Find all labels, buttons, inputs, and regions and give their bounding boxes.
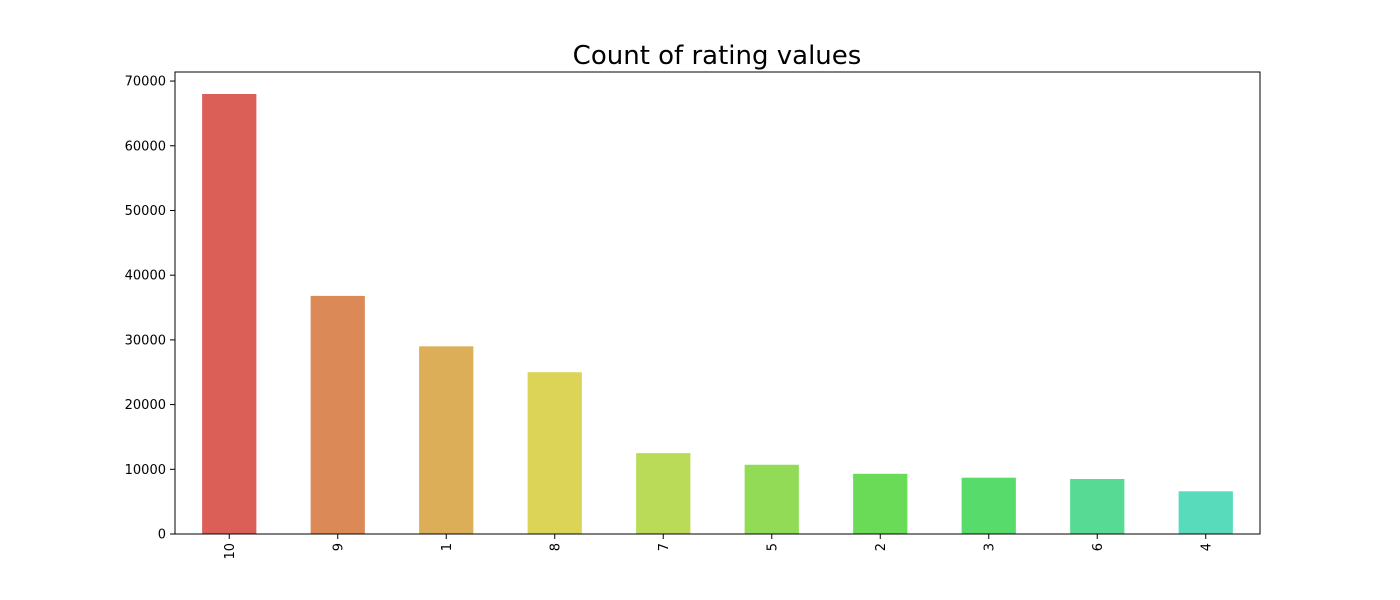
x-tick-label: 6 — [1091, 543, 1106, 551]
x-tick-label: 8 — [548, 543, 563, 551]
y-tick-label: 60000 — [125, 139, 166, 154]
bar-3 — [961, 477, 1016, 534]
bar-7 — [636, 453, 691, 534]
x-tick-label: 7 — [657, 543, 672, 551]
bar-6 — [1070, 479, 1125, 534]
bar-4 — [1178, 491, 1233, 534]
y-tick-label: 0 — [158, 528, 166, 543]
y-tick-label: 30000 — [125, 333, 166, 348]
bar-5 — [744, 464, 799, 534]
bar-9 — [310, 295, 365, 534]
bar-1 — [419, 346, 474, 534]
x-tick-label: 1 — [440, 543, 455, 551]
x-tick-label: 5 — [765, 543, 780, 551]
y-tick-label: 10000 — [125, 463, 166, 478]
bar-10 — [202, 94, 257, 534]
x-axis: 10 9 1 8 7 5 2 3 6 4 — [223, 534, 1214, 560]
x-tick-label: 10 — [223, 543, 238, 560]
y-tick-label: 70000 — [125, 75, 166, 90]
plot-frame — [174, 71, 1261, 535]
x-tick-label: 2 — [874, 543, 889, 551]
x-tick-label: 4 — [1199, 543, 1214, 551]
x-tick-label: 3 — [982, 543, 997, 551]
x-tick-label: 9 — [331, 543, 346, 551]
y-tick-label: 40000 — [125, 269, 166, 284]
y-tick-label: 20000 — [125, 398, 166, 413]
y-tick-label: 50000 — [125, 204, 166, 219]
chart-title: Count of rating values — [573, 41, 862, 71]
bar-2 — [853, 473, 908, 534]
bar-8 — [527, 372, 582, 534]
bars-group — [202, 94, 1233, 534]
y-axis: 0 10000 20000 30000 40000 50000 60000 70000 — [125, 75, 175, 543]
